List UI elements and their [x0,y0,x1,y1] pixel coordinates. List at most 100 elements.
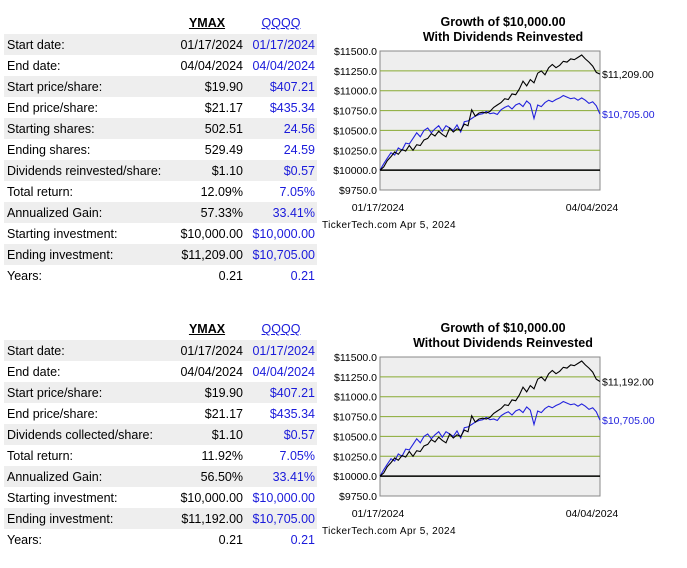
qqqq-value: 01/17/2024 [245,34,317,55]
qqqq-header[interactable]: QQQQ [261,16,301,30]
row-label: Ending investment: [4,244,169,265]
growth-chart: Growth of $10,000.00 With Dividends Rein… [318,12,687,237]
y-tick-label: $11500.0 [334,352,377,364]
table-row: Total return: 11.92% 7.05% [4,445,317,466]
chart-title-line: Growth of $10,000.00 [440,15,566,29]
row-label: Starting investment: [7,226,118,241]
qqqq-header[interactable]: QQQQ [261,322,301,336]
y-tick-label: $10500.0 [333,431,377,443]
table-row: Ending investment: $11,209.00 $10,705.00 [4,244,317,265]
table-row: Dividends collected/share: $1.10 $0.57 [4,424,317,445]
chart-subtitle: Without Dividends Reinvested [413,336,593,350]
ymax-value: 01/17/2024 [169,34,245,55]
comparison-block-reinvested: YMAX QQQQ Start date: 01/17/2024 01/17/202… [0,12,687,283]
row-label: Years: [7,532,42,547]
ymax-value: 04/04/2024 [180,364,243,379]
chart-credit: TickerTech.com Apr 5, 2024 [322,220,456,231]
row-label: Start date: [4,340,169,361]
chart-credit: TickerTech.com Apr 5, 2024 [322,526,456,537]
growth-chart: Growth of $10,000.00 Without Dividends R… [318,318,687,543]
row-label: Annualized Gain: [4,202,169,223]
x-tick-label: 01/17/2024 [352,508,405,518]
qqqq-series-line [379,400,601,477]
qqqq-value: $407.21 [245,76,317,97]
table-row: Years: 0.21 0.21 [4,529,317,550]
row-label: End price/share: [7,406,99,421]
ymax-value: 01/17/2024 [169,340,245,361]
qqqq-value: $10,705.00 [245,244,317,265]
row-label: Total return: [7,448,74,463]
qqqq-value: $0.57 [245,424,317,445]
row-label: Ending shares: [7,142,91,157]
x-tick-label: 04/04/2024 [566,202,619,212]
table-row: End date: 04/04/2024 04/04/2024 [4,361,317,382]
ymax-end-label: $11,209.00 [602,69,654,81]
chart-subtitle: With Dividends Reinvested [422,30,584,44]
qqqq-series-line [379,94,601,171]
header-spacer [4,318,169,340]
y-tick-label: $10750.0 [333,412,377,424]
row-label: Ending investment: [4,508,169,529]
table-row: Dividends reinvested/share: $1.10 $0.57 [4,160,317,181]
table-row: End price/share: $21.17 $435.34 [4,403,317,424]
y-tick-label: $10250.0 [333,451,377,463]
ymax-header[interactable]: YMAX [188,16,226,30]
ymax-value: $21.17 [204,100,243,115]
table-row: Years: 0.21 0.21 [4,265,317,286]
qqqq-value: 24.56 [245,118,317,139]
qqqq-value: 7.05% [279,184,315,199]
row-label: Dividends reinvested/share: [4,160,169,181]
qqqq-value: 04/04/2024 [252,58,315,73]
chart-title-line: Growth of $10,000.00 [440,321,566,335]
row-label: End date: [7,58,61,73]
y-tick-label: $11000.0 [334,86,377,98]
table-header-row: YMAX QQQQ [4,318,317,340]
ymax-value: $19.90 [169,382,245,403]
row-label: Dividends collected/share: [4,424,169,445]
ymax-header[interactable]: YMAX [188,322,226,336]
qqqq-value: 01/17/2024 [245,340,317,361]
row-label: Start price/share: [4,382,169,403]
qqqq-value: 0.21 [290,532,315,547]
row-label: Starting investment: [7,490,118,505]
row-label: End price/share: [7,100,99,115]
qqqq-value: 0.21 [290,268,315,283]
table-row: Start price/share: $19.90 $407.21 [4,76,317,97]
table-row: Ending investment: $11,192.00 $10,705.00 [4,508,317,529]
chart-svg: $11500.0 $11250.0 $11000.0 $10750.0 $10500.0… [333,46,655,212]
ymax-value: 502.51 [169,118,245,139]
y-tick-label: $11000.0 [334,392,377,404]
table-row: Start date: 01/17/2024 01/17/2024 [4,340,317,361]
plot-area [379,356,601,497]
qqqq-end-label: $10,705.00 [602,415,655,427]
header-spacer [4,12,169,34]
table-row: Annualized Gain: 57.33% 33.41% [4,202,317,223]
y-tick-label: $10000.0 [333,165,377,177]
ymax-value: $10,000.00 [180,226,243,241]
ymax-value: $21.17 [204,406,243,421]
y-tick-label: $11500.0 [334,46,377,58]
qqqq-value: $10,000.00 [252,226,315,241]
y-tick-label: $11250.0 [334,372,377,384]
ymax-value: 57.33% [169,202,245,223]
qqqq-value: $10,000.00 [252,490,315,505]
table-row: End price/share: $21.17 $435.34 [4,97,317,118]
y-tick-label: $9750.0 [339,491,377,503]
table-row: End date: 04/04/2024 04/04/2024 [4,55,317,76]
ymax-value: $10,000.00 [180,490,243,505]
table-row: Start price/share: $19.90 $407.21 [4,382,317,403]
table-row: Starting investment: $10,000.00 $10,000.00 [4,223,317,244]
qqqq-end-label: $10,705.00 [602,109,655,121]
table-row: Start date: 01/17/2024 01/17/2024 [4,34,317,55]
ymax-value: $11,209.00 [169,244,245,265]
ymax-value: $11,192.00 [169,508,245,529]
y-tick-label: $10250.0 [333,145,377,157]
table-header-row: YMAX QQQQ [4,12,317,34]
y-tick-label: $10500.0 [333,125,377,137]
comparison-block-not-reinvested: YMAX QQQQ Start date: 01/17/2024 01/17/202… [0,318,687,568]
ymax-value: 12.09% [200,184,243,199]
ymax-value: 56.50% [169,466,245,487]
ymax-value: 529.49 [204,142,243,157]
qqqq-value: $407.21 [245,382,317,403]
qqqq-value: $435.34 [269,406,315,421]
